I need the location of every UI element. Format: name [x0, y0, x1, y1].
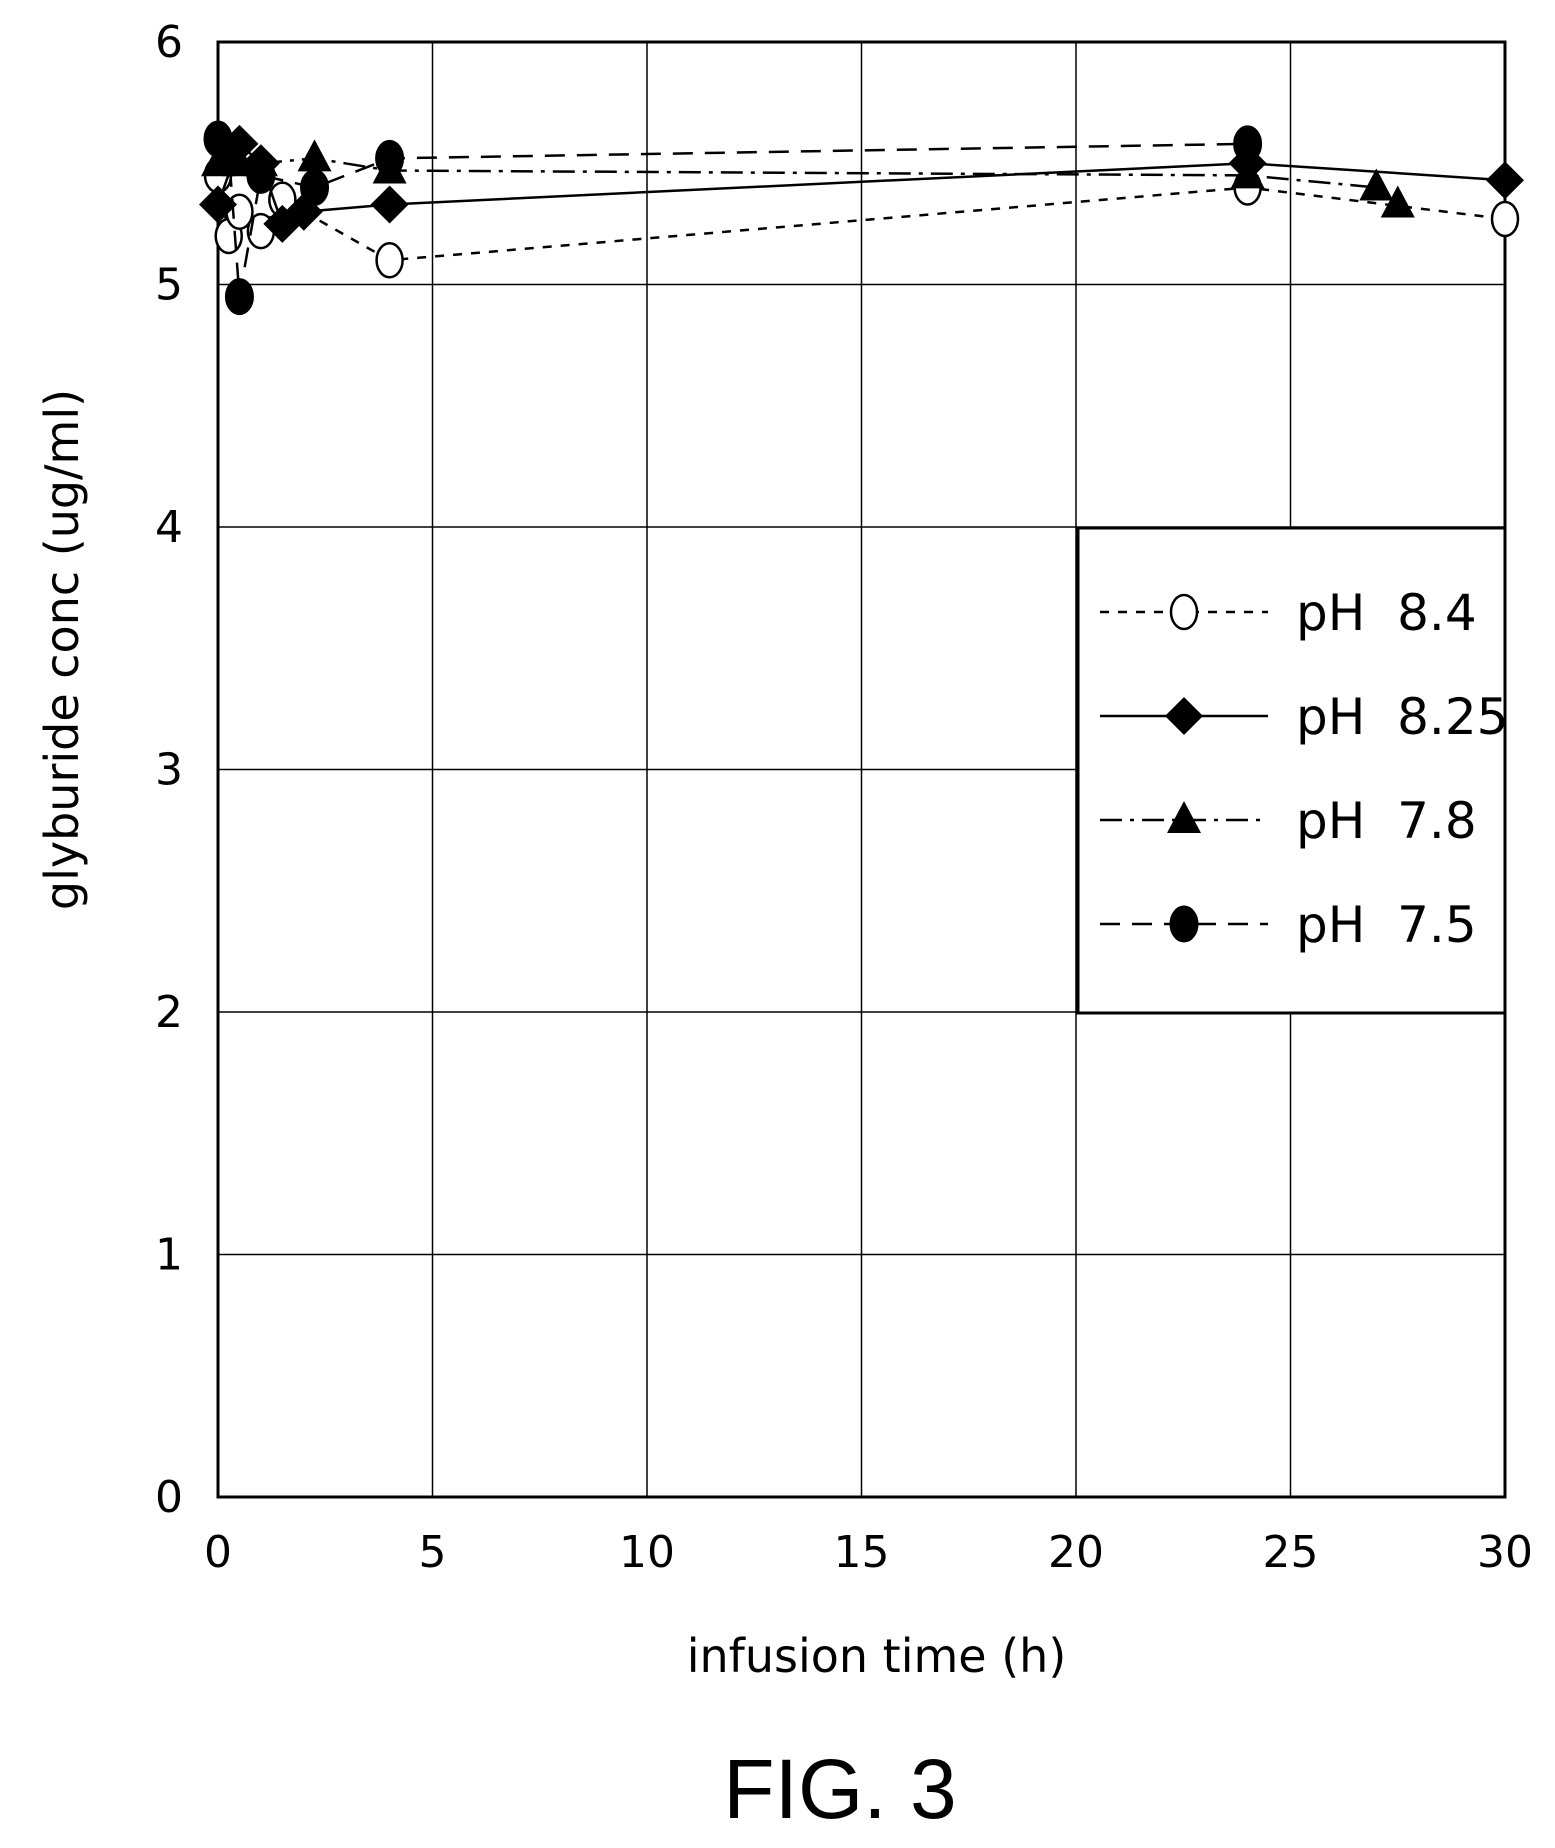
x-axis-label: infusion time (h)	[687, 1629, 1067, 1683]
legend-marker	[1167, 801, 1201, 833]
x-tick-label: 15	[834, 1527, 890, 1578]
data-point	[300, 169, 330, 206]
data-point	[1230, 156, 1265, 189]
data-point	[246, 156, 276, 194]
legend-marker	[1169, 593, 1199, 631]
y-tick-label: 1	[155, 1230, 183, 1281]
y-tick-label: 3	[155, 745, 183, 796]
y-tick-label: 4	[155, 502, 183, 553]
y-tick-label: 2	[155, 987, 183, 1038]
data-point	[199, 185, 237, 224]
y-tick-label: 5	[155, 260, 183, 311]
data-point	[370, 185, 409, 224]
x-tick-label: 30	[1477, 1527, 1533, 1578]
legend-label: pH 7.5	[1296, 896, 1477, 954]
legend-label: pH 7.8	[1296, 792, 1477, 850]
data-point	[375, 139, 405, 177]
data-point	[1359, 168, 1394, 201]
legend-item: pH 8.25	[1100, 688, 1508, 746]
data-point	[297, 139, 332, 172]
data-point	[1380, 185, 1415, 218]
series-line	[217, 138, 1248, 297]
legend-item: pH 8.4	[1100, 584, 1477, 642]
legend: pH 8.4 pH 8.25 pH 7.8 pH 7.5	[1076, 526, 1508, 1015]
legend-box	[1076, 526, 1507, 1015]
series-layer	[199, 120, 1524, 316]
legend-label: pH 8.25	[1296, 688, 1508, 746]
x-tick-label: 20	[1048, 1527, 1104, 1578]
data-point	[224, 278, 254, 316]
legend-marker	[1169, 905, 1199, 943]
data-point	[214, 132, 244, 170]
series-4	[203, 120, 1263, 316]
data-point	[375, 242, 404, 279]
x-tick-label: 0	[204, 1527, 232, 1578]
x-tick-label: 10	[619, 1527, 675, 1578]
x-tick-label: 25	[1263, 1527, 1319, 1578]
legend-item: pH 7.8	[1100, 792, 1477, 850]
legend-item: pH 7.5	[1100, 896, 1477, 954]
data-point	[1233, 125, 1263, 163]
x-tick-label: 5	[419, 1527, 447, 1578]
data-point	[1486, 161, 1524, 200]
legend-label: pH 8.4	[1296, 584, 1477, 642]
y-tick-label: 0	[155, 1472, 183, 1523]
figure-label: FIG. 3	[723, 1742, 956, 1836]
legend-marker	[1165, 697, 1203, 735]
series-line	[216, 175, 1506, 262]
y-tick-label: 6	[155, 17, 183, 68]
series-line	[218, 157, 1399, 206]
y-axis-label: glyburide conc (ug/ml)	[35, 389, 89, 910]
tick-labels: 0 5 10 15 20 25 30 0 1 2 3 4 5 6	[155, 17, 1533, 1578]
data-point	[1490, 200, 1520, 238]
